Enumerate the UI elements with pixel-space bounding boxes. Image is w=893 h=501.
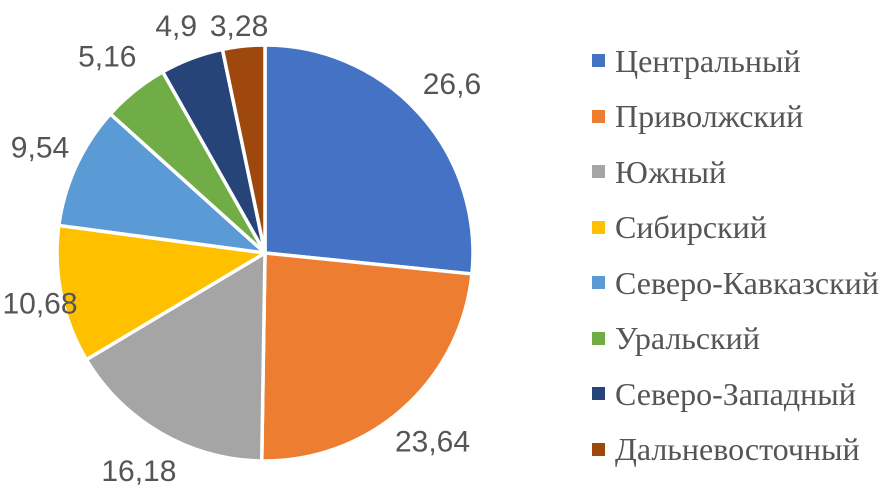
legend-swatch-icon [592,109,605,123]
legend-label: Уральский [615,320,760,357]
pie-slice-5[interactable] [57,112,267,255]
legend-item[interactable]: Северо-Кавказский [592,255,879,311]
data-label: 26,6 [423,68,481,101]
legend-swatch-icon [592,54,605,68]
pie-slice-4[interactable] [55,223,267,362]
legend-swatch-icon [592,276,605,290]
legend-item[interactable]: Северо-Западный [592,366,879,422]
data-label: 10,68 [2,288,77,321]
legend-label: Сибирский [615,209,767,246]
data-label: 9,54 [11,131,69,164]
legend-item[interactable]: Центральный [592,33,879,89]
data-label: 23,64 [395,425,470,458]
legend-swatch-icon [592,331,605,345]
legend-label: Дальневосточный [615,431,860,468]
legend-item[interactable]: Уральский [592,311,879,367]
pie-slice-8[interactable] [220,43,267,255]
legend-label: Северо-Кавказский [615,264,879,301]
legend-label: Северо-Западный [615,375,856,412]
legend-item[interactable]: Приволжский [592,89,879,145]
legend-item[interactable]: Южный [592,144,879,200]
legend-item[interactable]: Сибирский [592,200,879,256]
chart-legend: Центральный Приволжский Южный Сибирский Севе… [592,33,879,477]
legend-label: Центральный [615,42,801,79]
legend-label: Южный [615,153,727,190]
data-label: 5,16 [78,40,136,73]
pie-slice-2[interactable] [259,251,474,463]
data-label: 16,18 [101,455,176,488]
legend-label: Приволжский [615,98,804,135]
legend-swatch-icon [592,220,605,234]
legend-swatch-icon [592,442,605,456]
legend-swatch-icon [592,165,605,179]
pie-slice-3[interactable] [84,251,267,463]
pie-slice-1[interactable] [263,43,475,276]
legend-swatch-icon [592,387,605,401]
data-label: 4,9 [155,10,197,43]
data-label: 3,28 [210,10,268,43]
legend-item[interactable]: Дальневосточный [592,422,879,478]
